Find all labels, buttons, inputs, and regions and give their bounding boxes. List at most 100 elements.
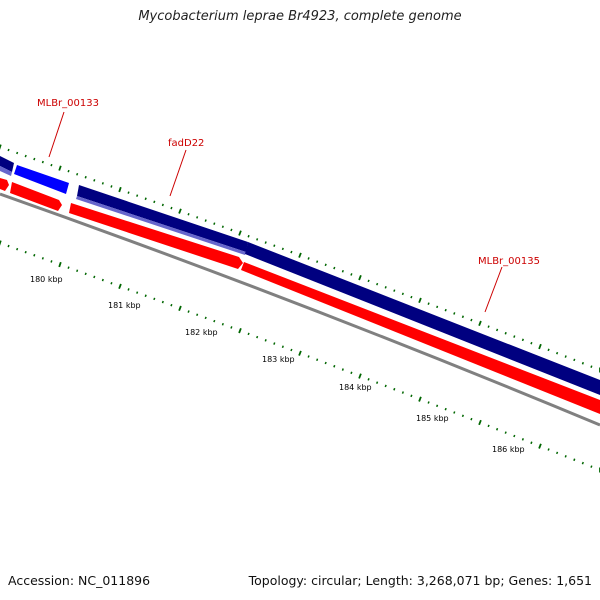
outer-tick-59	[504, 331, 507, 335]
inner-tick-58	[495, 427, 499, 431]
inner-tick-17	[144, 294, 147, 298]
forward-cds-mlbr-00133[interactable]	[14, 165, 69, 194]
tick-label-186-kbp: 186 kbp	[492, 445, 525, 454]
outer-tick-38	[324, 263, 327, 267]
gene-label-mlbr-00133[interactable]: MLBr_00133	[37, 98, 99, 109]
outer-tick-50	[427, 302, 430, 305]
outer-tick-54	[461, 315, 465, 319]
outer-tick-31	[264, 241, 267, 244]
inner-tick-56	[478, 419, 482, 426]
inner-tick-48	[410, 394, 413, 398]
outer-tick-47	[401, 292, 404, 296]
outer-tick-9	[76, 172, 79, 176]
tick-label-180-kbp: 180 kbp	[30, 275, 63, 284]
inner-tick-40	[341, 368, 344, 371]
forward-cds-fadd22[interactable]	[77, 185, 248, 252]
inner-tick-1	[7, 244, 10, 248]
outer-tick-30	[256, 238, 259, 241]
inner-tick-14	[118, 283, 122, 290]
inner-tick-38	[324, 361, 327, 365]
inner-tick-7	[58, 261, 62, 268]
outer-tick-25	[213, 222, 216, 225]
inner-tick-52	[444, 407, 447, 411]
inner-tick-ring	[0, 240, 600, 473]
inner-tick-6	[50, 260, 53, 263]
outer-tick-1	[7, 148, 10, 152]
outer-tick-48	[410, 295, 413, 299]
gene-label-mlbr-00135[interactable]: MLBr_00135	[478, 256, 540, 267]
inner-tick-50	[427, 401, 430, 404]
inner-tick-15	[127, 288, 130, 291]
forward-cds-fadd22-lower[interactable]	[76, 196, 246, 255]
reverse-cds-4[interactable]	[241, 262, 600, 414]
inner-tick-69	[590, 465, 593, 468]
outer-tick-45	[384, 286, 387, 289]
inner-tick-10	[84, 272, 87, 276]
outer-tick-15	[127, 191, 130, 194]
outer-tick-36	[307, 257, 310, 260]
inner-tick-51	[436, 404, 439, 408]
outer-tick-35	[298, 252, 302, 258]
inner-tick-24	[204, 316, 207, 320]
inner-tick-35	[298, 350, 302, 356]
outer-tick-11	[93, 179, 96, 182]
inner-tick-33	[281, 345, 284, 349]
reverse-cds-3[interactable]	[69, 203, 243, 269]
outer-tick-24	[204, 219, 207, 222]
forward-cds-left[interactable]	[0, 156, 14, 172]
outer-tick-29	[247, 234, 250, 238]
inner-tick-57	[487, 424, 490, 428]
outer-tick-61	[521, 338, 525, 342]
inner-tick-32	[273, 342, 276, 345]
outer-tick-12	[101, 182, 104, 185]
outer-tick-64	[547, 348, 550, 352]
gene-label-line-fadd22	[169, 149, 187, 197]
outer-tick-40	[341, 269, 344, 273]
outer-tick-68	[581, 361, 585, 365]
outer-tick-27	[230, 228, 233, 232]
outer-tick-49	[418, 297, 422, 304]
inner-tick-68	[581, 461, 584, 465]
outer-tick-22	[187, 213, 190, 216]
outer-tick-43	[367, 279, 370, 283]
inner-tick-21	[178, 305, 182, 312]
inner-tick-54	[461, 414, 464, 418]
outer-tick-39	[333, 266, 336, 270]
reverse-cds-2[interactable]	[10, 182, 62, 211]
outer-tick-3	[24, 154, 27, 158]
outer-tick-41	[350, 273, 353, 276]
outer-tick-56	[478, 320, 482, 327]
inner-tick-62	[530, 441, 533, 445]
outer-tick-34	[290, 250, 293, 254]
outer-tick-7	[58, 165, 62, 171]
inner-tick-13	[110, 281, 113, 285]
inner-tick-44	[375, 381, 379, 384]
forward-cds-mlbr-00135[interactable]	[245, 242, 600, 395]
inner-tick-45	[384, 384, 387, 388]
outer-tick-21	[178, 208, 182, 214]
reverse-cds-left[interactable]	[0, 178, 9, 191]
inner-tick-28	[238, 327, 242, 334]
gene-label-fadd22[interactable]: fadD22	[168, 138, 204, 149]
outer-tick-37	[316, 260, 319, 263]
outer-tick-52	[444, 308, 447, 312]
forward-cds-small-left[interactable]	[0, 166, 12, 176]
inner-tick-59	[504, 431, 507, 434]
inner-tick-11	[93, 275, 96, 279]
gene-label-line-mlbr-00133	[48, 111, 65, 158]
outer-tick-33	[281, 247, 284, 251]
inner-tick-64	[547, 448, 550, 451]
inner-tick-41	[350, 371, 353, 375]
genome-backbone	[0, 192, 600, 427]
outer-tick-60	[513, 335, 516, 338]
inner-tick-61	[521, 438, 525, 441]
outer-tick-6	[50, 163, 53, 167]
outer-tick-ring	[0, 144, 600, 373]
inner-tick-47	[401, 391, 405, 394]
inner-tick-37	[316, 358, 319, 362]
inner-tick-39	[333, 364, 336, 368]
map-title: Mycobacterium leprae Br4923, complete ge…	[138, 9, 462, 24]
inner-tick-65	[556, 451, 559, 455]
inner-tick-29	[247, 332, 250, 336]
